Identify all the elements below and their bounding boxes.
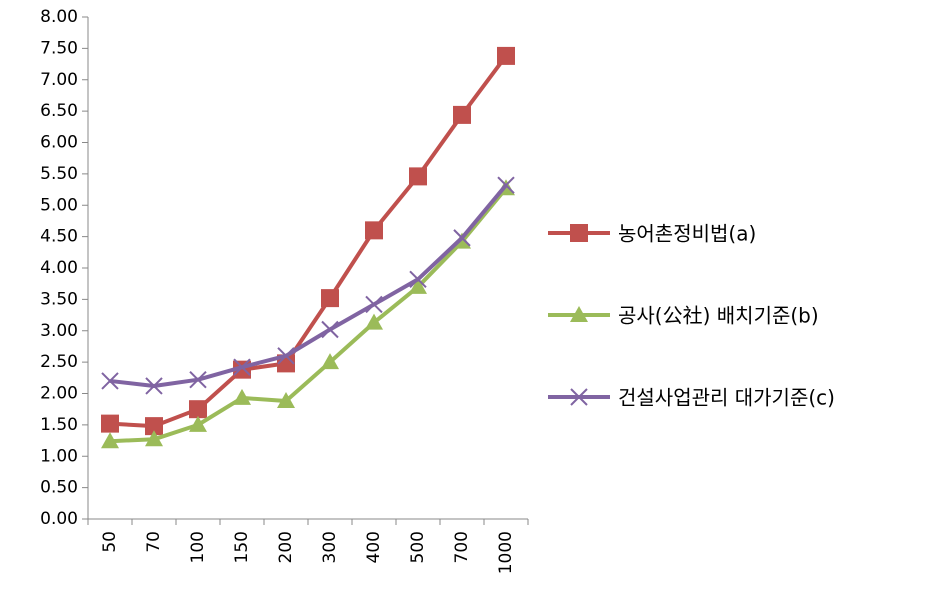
series-line — [109, 183, 508, 388]
marker — [409, 270, 427, 289]
y-tick-label: 4.50 — [40, 227, 78, 247]
x-tick-label: 50 — [100, 531, 120, 553]
marker — [101, 414, 119, 433]
marker — [233, 358, 251, 376]
y-tick-label: 4.00 — [40, 258, 78, 278]
marker — [453, 229, 471, 247]
y-tick-label: 7.00 — [40, 70, 78, 90]
legend-label: 건설사업관리 대가기준(c) — [618, 386, 835, 410]
y-tick-label: 3.00 — [40, 321, 78, 341]
y-tick-label: 6.00 — [40, 133, 78, 153]
x-tick-label: 300 — [320, 531, 340, 563]
marker — [497, 176, 515, 194]
x-tick-label: 1000 — [496, 531, 516, 574]
marker — [145, 417, 163, 436]
marker — [321, 353, 339, 370]
legend-label: 농어촌정비법(a) — [618, 222, 756, 246]
y-tick-label: 2.50 — [40, 352, 78, 372]
marker — [409, 277, 427, 294]
x-tick-label: 70 — [144, 531, 164, 553]
y-tick-label: 5.50 — [40, 164, 78, 184]
x-tick-label: 400 — [364, 531, 384, 563]
x-tick-label: 150 — [232, 531, 252, 563]
marker — [189, 370, 207, 389]
marker — [189, 415, 207, 432]
y-tick-label: 1.50 — [40, 415, 78, 435]
y-tick-label: 3.50 — [40, 289, 78, 309]
marker — [453, 105, 471, 124]
marker — [365, 295, 383, 314]
x-tick-label: 200 — [276, 531, 296, 563]
marker — [497, 46, 515, 65]
marker — [570, 224, 588, 242]
series-line — [109, 187, 508, 444]
marker — [101, 372, 119, 390]
x-tick-label: 500 — [408, 531, 428, 563]
y-tick-label: 1.00 — [40, 446, 78, 466]
marker — [277, 347, 295, 365]
marker — [570, 306, 588, 322]
y-tick-label: 5.00 — [40, 195, 78, 215]
y-tick-label: 2.00 — [40, 384, 78, 404]
x-tick-label: 100 — [188, 531, 208, 563]
marker — [189, 400, 207, 419]
x-tick-label: 700 — [452, 531, 472, 563]
y-tick-label: 8.00 — [40, 7, 78, 27]
marker — [145, 430, 163, 447]
marker — [321, 289, 339, 308]
marker — [570, 388, 588, 406]
y-tick-label: 0.50 — [40, 478, 78, 498]
marker — [365, 221, 383, 240]
series-line — [109, 54, 508, 429]
marker — [233, 388, 251, 405]
y-tick-label: 0.00 — [40, 509, 78, 529]
marker — [409, 167, 427, 186]
marker — [145, 377, 163, 395]
marker — [277, 392, 295, 409]
marker — [365, 313, 383, 330]
marker — [101, 432, 119, 449]
y-tick-label: 6.50 — [40, 101, 78, 121]
marker — [321, 320, 339, 339]
legend-label: 공사(公社) 배치기준(b) — [618, 304, 819, 328]
y-tick-label: 7.50 — [40, 38, 78, 58]
